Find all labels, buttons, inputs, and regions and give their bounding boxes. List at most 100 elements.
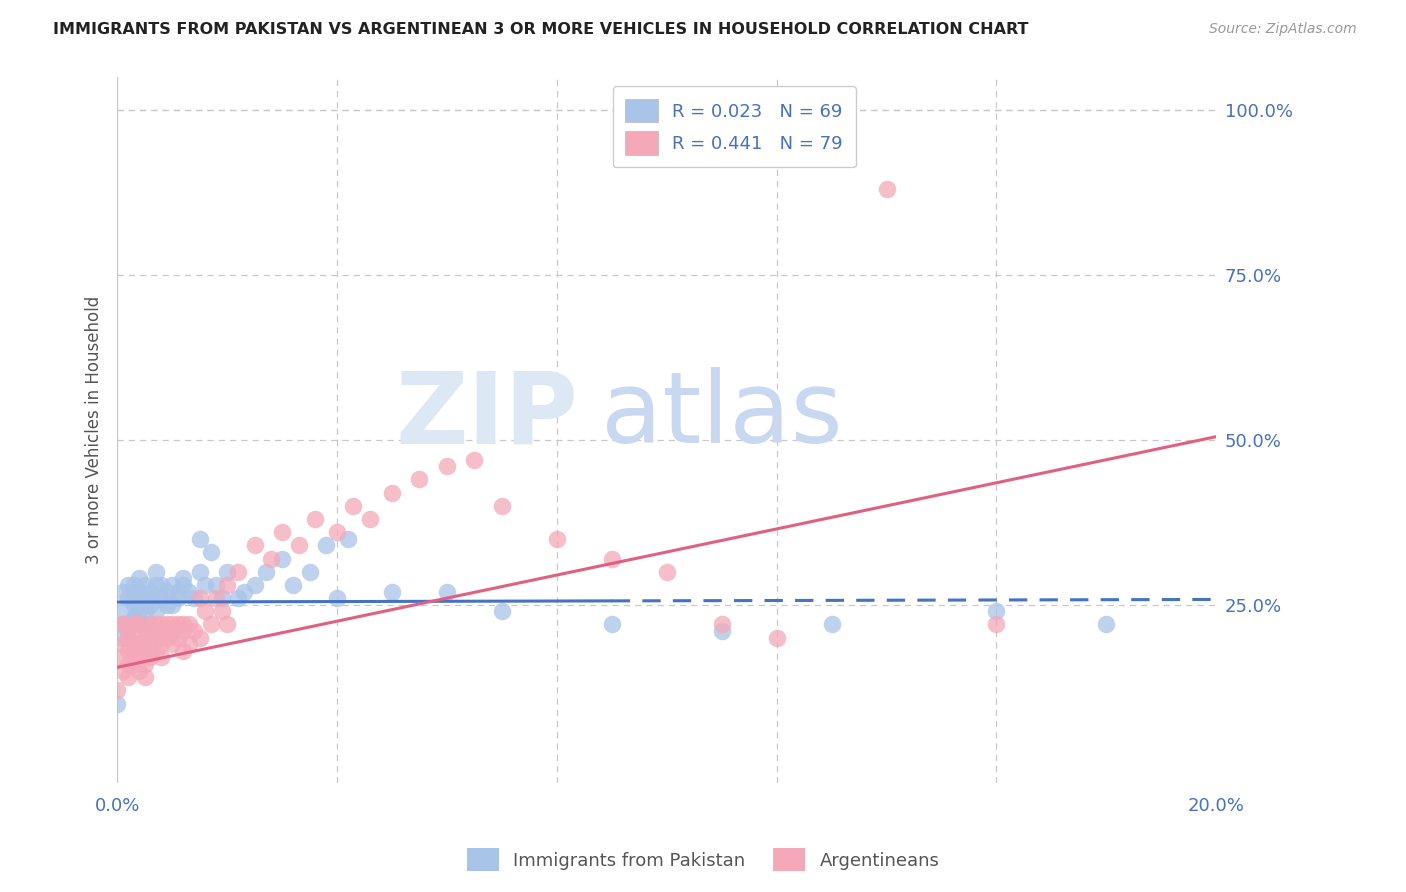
- Point: [156, 617, 179, 632]
- Point: [117, 631, 139, 645]
- Point: [117, 644, 139, 658]
- Point: [134, 591, 156, 606]
- Point: [145, 644, 167, 658]
- Point: [172, 617, 194, 632]
- Point: [122, 657, 145, 671]
- Point: [111, 617, 134, 632]
- Legend: Immigrants from Pakistan, Argentineans: Immigrants from Pakistan, Argentineans: [460, 841, 946, 879]
- Point: [150, 624, 173, 638]
- Point: [122, 617, 145, 632]
- Point: [128, 617, 150, 632]
- Point: [491, 499, 513, 513]
- Point: [150, 650, 173, 665]
- Point: [117, 617, 139, 632]
- Point: [655, 565, 678, 579]
- Point: [134, 670, 156, 684]
- Point: [105, 683, 128, 698]
- Point: [194, 604, 217, 618]
- Point: [166, 631, 188, 645]
- Point: [211, 591, 233, 606]
- Point: [436, 584, 458, 599]
- Point: [160, 617, 183, 632]
- Point: [111, 637, 134, 651]
- Point: [139, 591, 162, 606]
- Point: [217, 617, 239, 632]
- Point: [200, 545, 222, 559]
- Point: [139, 624, 162, 638]
- Point: [134, 631, 156, 645]
- Point: [160, 637, 183, 651]
- Point: [128, 584, 150, 599]
- Point: [281, 578, 304, 592]
- Point: [128, 617, 150, 632]
- Point: [122, 644, 145, 658]
- Point: [211, 604, 233, 618]
- Point: [117, 670, 139, 684]
- Point: [271, 551, 294, 566]
- Point: [287, 538, 309, 552]
- Point: [304, 512, 326, 526]
- Point: [326, 525, 349, 540]
- Point: [134, 644, 156, 658]
- Point: [177, 617, 200, 632]
- Point: [205, 591, 228, 606]
- Point: [128, 637, 150, 651]
- Point: [188, 631, 211, 645]
- Point: [122, 611, 145, 625]
- Point: [150, 591, 173, 606]
- Point: [128, 571, 150, 585]
- Point: [128, 598, 150, 612]
- Point: [111, 631, 134, 645]
- Point: [226, 565, 249, 579]
- Point: [111, 650, 134, 665]
- Point: [160, 624, 183, 638]
- Point: [139, 598, 162, 612]
- Point: [546, 532, 568, 546]
- Point: [139, 637, 162, 651]
- Point: [710, 617, 733, 632]
- Point: [194, 578, 217, 592]
- Point: [122, 598, 145, 612]
- Point: [134, 604, 156, 618]
- Point: [491, 604, 513, 618]
- Point: [183, 591, 205, 606]
- Point: [271, 525, 294, 540]
- Point: [111, 604, 134, 618]
- Point: [172, 624, 194, 638]
- Point: [381, 584, 404, 599]
- Point: [139, 650, 162, 665]
- Point: [134, 617, 156, 632]
- Point: [359, 512, 381, 526]
- Point: [128, 650, 150, 665]
- Text: ZIP: ZIP: [396, 368, 579, 465]
- Point: [117, 591, 139, 606]
- Point: [117, 617, 139, 632]
- Point: [381, 485, 404, 500]
- Text: IMMIGRANTS FROM PAKISTAN VS ARGENTINEAN 3 OR MORE VEHICLES IN HOUSEHOLD CORRELAT: IMMIGRANTS FROM PAKISTAN VS ARGENTINEAN …: [53, 22, 1029, 37]
- Point: [117, 657, 139, 671]
- Y-axis label: 3 or more Vehicles in Household: 3 or more Vehicles in Household: [86, 296, 103, 564]
- Point: [117, 631, 139, 645]
- Point: [710, 624, 733, 638]
- Point: [876, 182, 898, 196]
- Point: [172, 644, 194, 658]
- Point: [600, 617, 623, 632]
- Point: [122, 584, 145, 599]
- Point: [463, 452, 485, 467]
- Point: [226, 591, 249, 606]
- Point: [243, 578, 266, 592]
- Point: [128, 664, 150, 678]
- Point: [217, 565, 239, 579]
- Text: Source: ZipAtlas.com: Source: ZipAtlas.com: [1209, 22, 1357, 37]
- Point: [326, 591, 349, 606]
- Point: [436, 459, 458, 474]
- Point: [150, 617, 173, 632]
- Point: [986, 604, 1008, 618]
- Point: [337, 532, 360, 546]
- Point: [342, 499, 364, 513]
- Point: [145, 578, 167, 592]
- Legend: R = 0.023   N = 69, R = 0.441   N = 79: R = 0.023 N = 69, R = 0.441 N = 79: [613, 87, 855, 167]
- Point: [166, 617, 188, 632]
- Point: [128, 604, 150, 618]
- Point: [145, 565, 167, 579]
